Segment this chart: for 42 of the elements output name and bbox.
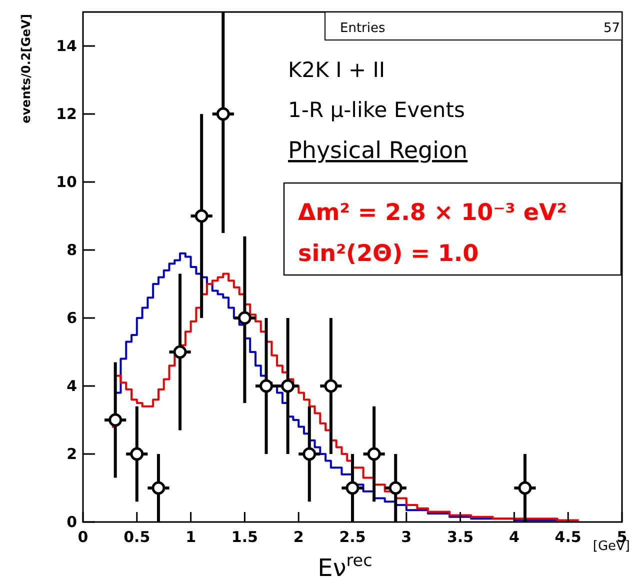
- x-axis-title: Eν$^{rec}$: [318, 550, 372, 582]
- x-tick-label: 0: [78, 528, 88, 546]
- point: [281, 379, 295, 393]
- point: [152, 481, 166, 495]
- point: [260, 379, 274, 393]
- annotation: sin²(2Θ) = 1.0: [298, 241, 479, 267]
- x-tick-label: 2.5: [339, 528, 366, 546]
- point: [238, 311, 252, 325]
- point: [324, 379, 338, 393]
- x-tick-label: 1.5: [231, 528, 258, 546]
- point: [216, 107, 230, 121]
- point: [302, 447, 316, 461]
- x-tick-label: 1: [186, 528, 196, 546]
- y-tick-label: 8: [66, 241, 77, 259]
- annotation: 57: [603, 21, 620, 36]
- point: [108, 413, 122, 427]
- y-tick-label: 6: [66, 309, 77, 327]
- x-tick-label: 0.5: [124, 528, 150, 546]
- x-tick-label: 2: [293, 528, 304, 546]
- y-tick-label: 2: [66, 445, 77, 463]
- point: [518, 481, 532, 495]
- annotation: Entries: [340, 21, 386, 36]
- y-tick-label: 0: [66, 513, 77, 531]
- annotation: Δm² = 2.8 × 10⁻³ eV²: [298, 200, 567, 226]
- annotation: 1-R μ-like Events: [288, 98, 465, 122]
- point: [346, 481, 360, 495]
- annotation: K2K I + II: [288, 58, 386, 82]
- annotation: Physical Region: [288, 138, 468, 164]
- point: [388, 481, 402, 495]
- x-tick-label: 4: [508, 528, 520, 546]
- y-tick-label: 10: [56, 173, 77, 191]
- y-axis-title: events/0.2[GeV]: [19, 14, 33, 124]
- point: [130, 447, 144, 461]
- y-tick-label: 12: [56, 105, 77, 123]
- y-tick-label: 4: [66, 377, 77, 395]
- x-tick-label: 4.5: [554, 528, 582, 546]
- x-tick-label: 3: [401, 528, 412, 546]
- point: [173, 345, 187, 359]
- y-tick-label: 14: [56, 37, 77, 55]
- point: [194, 209, 208, 223]
- point: [367, 447, 381, 461]
- x-tick-label: 3.5: [447, 528, 474, 546]
